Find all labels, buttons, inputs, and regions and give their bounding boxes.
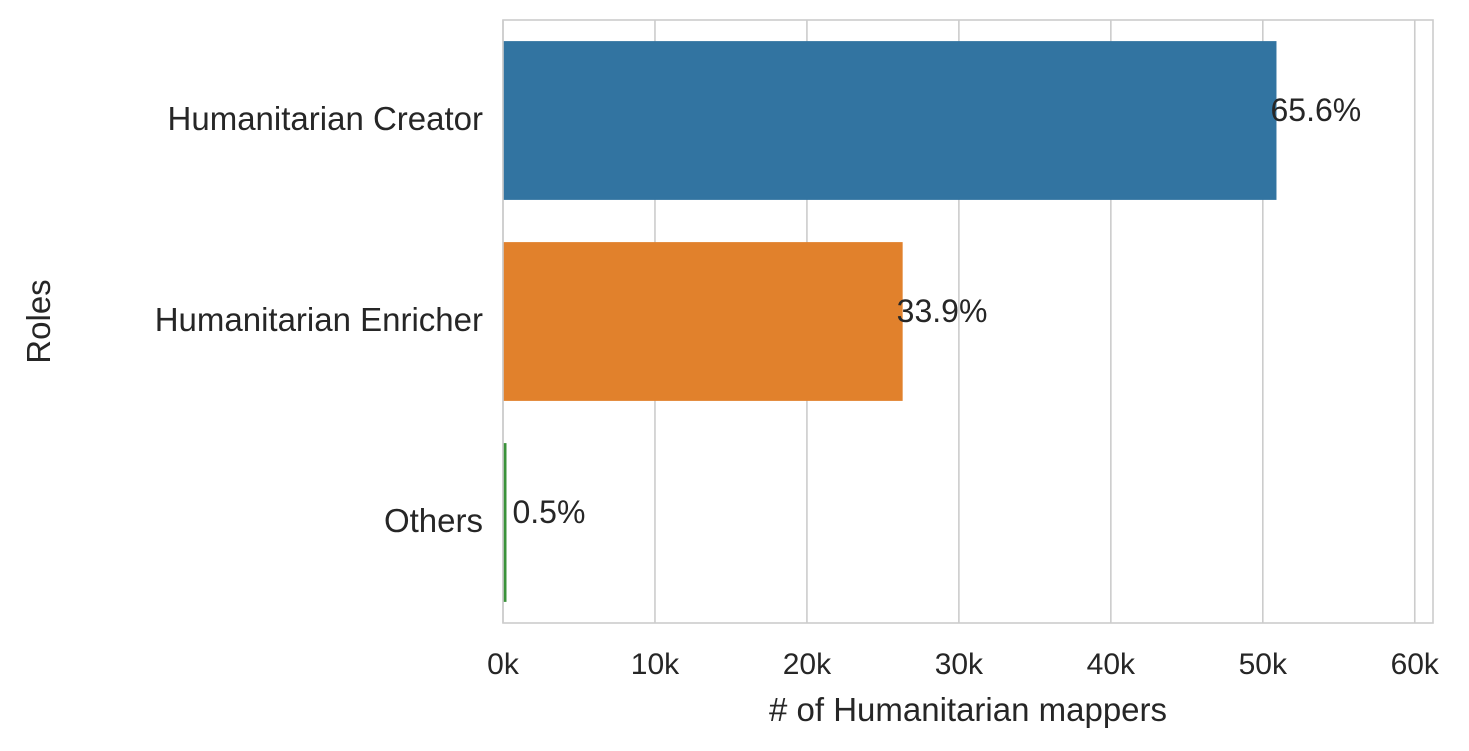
axes-frame: [502, 19, 1434, 624]
bar-others: [503, 443, 507, 602]
y-category-label: Humanitarian Enricher: [155, 301, 483, 338]
x-tick-label: 50k: [1239, 648, 1288, 681]
bar-humanitarian-creator: [503, 41, 1277, 200]
x-tick-labels: 0k 10k 20k 30k 40k 50k 60k: [487, 648, 1440, 681]
x-tick-label: 0k: [487, 648, 520, 681]
x-tick-label: 40k: [1087, 648, 1136, 681]
x-tick-label: 10k: [631, 648, 680, 681]
y-category-labels: Humanitarian Creator Humanitarian Enriche…: [155, 100, 483, 539]
x-axis-title: # of Humanitarian mappers: [769, 691, 1167, 728]
bar-humanitarian-enricher: [503, 242, 903, 401]
x-tick-label: 60k: [1391, 648, 1440, 681]
data-label: 33.9%: [897, 293, 988, 329]
x-tick-label: 20k: [783, 648, 832, 681]
data-labels: 65.6% 33.9% 0.5%: [512, 92, 1361, 530]
plot-frame: [502, 19, 1434, 624]
x-tick-label: 30k: [935, 648, 984, 681]
y-category-label: Humanitarian Creator: [168, 100, 483, 137]
y-category-label: Others: [384, 502, 483, 539]
bars: [503, 41, 1277, 602]
data-label: 0.5%: [512, 494, 585, 530]
y-axis-title: Roles: [20, 279, 57, 363]
data-label: 65.6%: [1270, 92, 1361, 128]
